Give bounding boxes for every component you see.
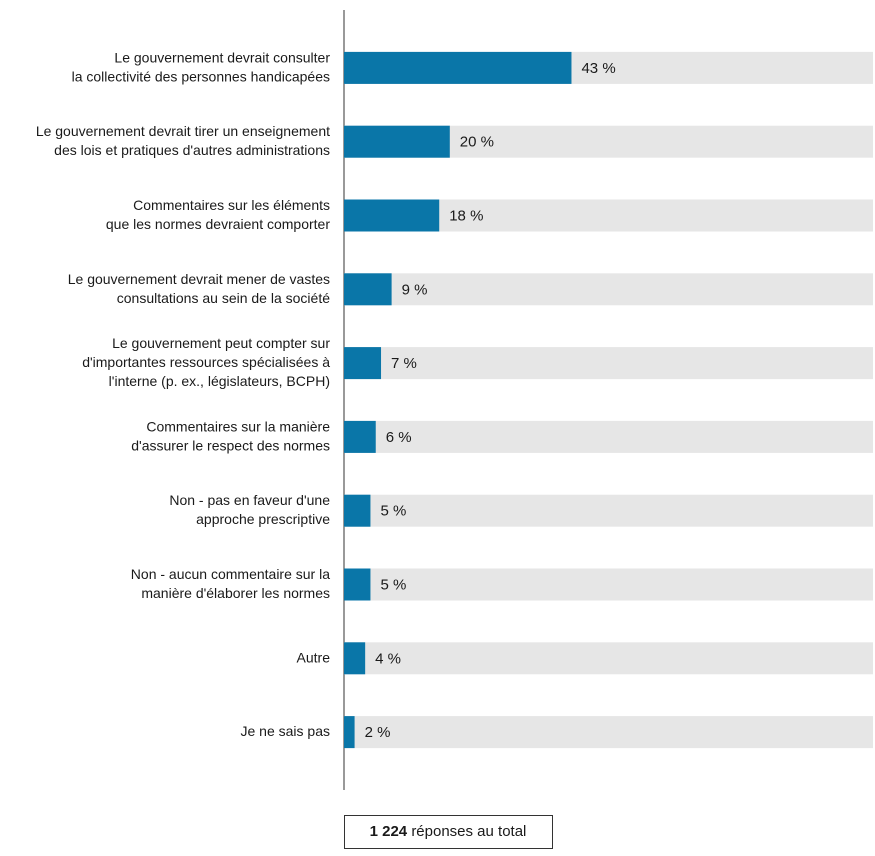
total: 1 224 réponses au total bbox=[370, 823, 527, 840]
track bbox=[344, 420, 873, 453]
total-text: réponses au total bbox=[411, 823, 526, 840]
category-line: Non - aucun commentaire sur la bbox=[131, 566, 330, 582]
bar bbox=[344, 51, 572, 84]
category-line: Commentaires sur la manière bbox=[146, 418, 330, 434]
bar bbox=[344, 568, 371, 601]
bar bbox=[344, 642, 366, 675]
category-line: Je ne sais pas bbox=[241, 723, 331, 739]
category-line: consultations au sein de la société bbox=[117, 290, 330, 306]
track bbox=[344, 347, 873, 380]
category-label: Le gouvernement devrait mener de vastes c… bbox=[68, 271, 330, 306]
value-label: 5 % bbox=[380, 503, 406, 520]
category-line: que les normes devraient comporter bbox=[106, 216, 330, 232]
category-line: Le gouvernement devrait mener de vastes bbox=[68, 271, 330, 287]
bar bbox=[344, 494, 371, 527]
value-label: 7 % bbox=[391, 355, 417, 372]
track bbox=[344, 494, 873, 527]
track bbox=[344, 568, 873, 601]
value-label: 4 % bbox=[375, 650, 401, 667]
category-line: Autre bbox=[297, 649, 331, 665]
value-label: 5 % bbox=[380, 576, 406, 593]
category-line: Le gouvernement devrait consulter bbox=[114, 49, 330, 65]
bar bbox=[344, 199, 440, 232]
category-line: la collectivité des personnes handicapée… bbox=[72, 68, 330, 84]
value-label: 6 % bbox=[386, 429, 412, 446]
category-label: Le gouvernement peut compter sur d'import… bbox=[82, 335, 330, 389]
category-label: Non - aucun commentaire sur la manière d'… bbox=[131, 566, 330, 601]
category-label: Commentaires sur les éléments que les nor… bbox=[106, 197, 330, 232]
category-line: Non - pas en faveur d'une bbox=[169, 492, 330, 508]
category-line: approche prescriptive bbox=[196, 511, 330, 527]
total-box bbox=[344, 815, 553, 849]
category-line: Le gouvernement devrait tirer un enseign… bbox=[36, 123, 330, 139]
category-label: Je ne sais pas bbox=[241, 723, 331, 739]
value-label: 43 % bbox=[581, 60, 615, 77]
category-label: Autre bbox=[297, 649, 331, 665]
category-line: Commentaires sur les éléments bbox=[133, 197, 330, 213]
bar bbox=[344, 125, 450, 158]
bar bbox=[344, 273, 392, 306]
track bbox=[344, 642, 873, 675]
category-label: Non - pas en faveur d'une approche prescr… bbox=[169, 492, 330, 527]
bar bbox=[344, 420, 376, 453]
total-count: 1 224 bbox=[370, 823, 408, 840]
category-line: des lois et pratiques d'autres administr… bbox=[54, 142, 330, 158]
category-label: Le gouvernement devrait tirer un enseign… bbox=[36, 123, 330, 158]
category-label: Commentaires sur la manière d'assurer le … bbox=[131, 418, 330, 453]
category-line: manière d'élaborer les normes bbox=[141, 585, 330, 601]
category-line: d'importantes ressources spécialisées à bbox=[82, 354, 330, 370]
value-label: 2 % bbox=[365, 724, 391, 741]
category-line: Le gouvernement peut compter sur bbox=[112, 335, 330, 351]
value-label: 9 % bbox=[402, 281, 428, 298]
track bbox=[344, 273, 873, 306]
bar bbox=[344, 716, 355, 749]
bar bbox=[344, 347, 382, 380]
category-line: l'interne (p. ex., législateurs, BCPH) bbox=[109, 373, 330, 389]
category-label: Le gouvernement devrait consulter la coll… bbox=[72, 49, 331, 84]
category-line: d'assurer le respect des normes bbox=[131, 437, 330, 453]
track bbox=[344, 716, 873, 749]
value-label: 20 % bbox=[460, 134, 494, 151]
value-label: 18 % bbox=[449, 207, 483, 224]
